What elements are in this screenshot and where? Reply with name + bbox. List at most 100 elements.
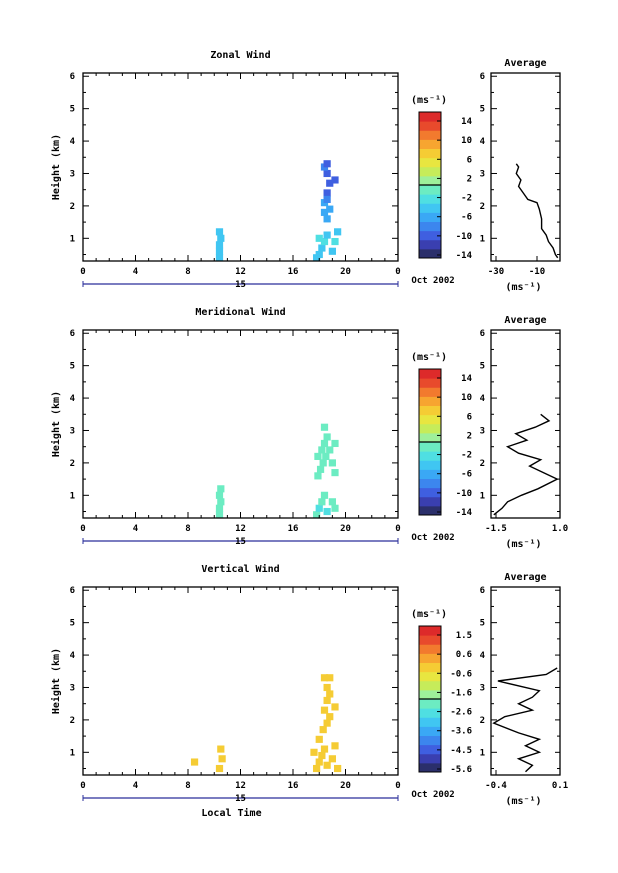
average-frame xyxy=(490,329,561,519)
heatmap-cell xyxy=(313,511,321,519)
colorbar-swatch xyxy=(419,505,441,516)
colorbar-swatch xyxy=(419,175,441,186)
average-unit-label: (ms⁻¹) xyxy=(505,539,541,550)
heatmap-cell xyxy=(320,237,329,246)
colorbar-swatch xyxy=(419,221,441,232)
heatmap-cell xyxy=(331,703,339,711)
average-y-tick-label: 3 xyxy=(480,683,485,693)
heatmap-cell xyxy=(315,250,323,259)
heatmap-cell xyxy=(318,446,326,454)
heatmap-cell xyxy=(326,446,334,454)
average-y-tick-label: 5 xyxy=(480,105,485,115)
average-x-tick-label: -30 xyxy=(488,267,504,277)
x-tick-label: 4 xyxy=(133,781,139,791)
average-y-tick-label: 4 xyxy=(480,137,486,147)
colorbar-swatch xyxy=(419,212,441,222)
heatmap-cell xyxy=(320,423,329,431)
colorbar-swatch xyxy=(419,378,441,388)
x-tick-label: 20 xyxy=(340,267,351,277)
colorbar-swatch xyxy=(419,423,441,434)
heatmap-cell xyxy=(323,160,331,168)
colorbar-swatch xyxy=(419,130,441,140)
colorbar-tick-label: -10 xyxy=(456,489,472,499)
x-tick-label: 4 xyxy=(133,524,139,534)
heatmap-cell xyxy=(190,758,199,766)
heatmap-cell xyxy=(217,234,225,242)
colorbar-swatch xyxy=(419,762,441,773)
colorbar-swatch xyxy=(419,405,441,416)
plot-frame xyxy=(82,72,399,262)
heatmap-cell xyxy=(334,764,342,773)
heatmap-cell xyxy=(315,504,323,512)
heatmap-cell xyxy=(315,735,323,743)
colorbar-swatch xyxy=(419,194,441,204)
x-tick-label: 0 xyxy=(80,267,85,277)
heatmap-cell xyxy=(323,507,331,516)
colorbar-swatch xyxy=(419,735,441,746)
average-title: Average xyxy=(504,58,546,69)
colorbar-swatch xyxy=(419,369,441,379)
heatmap-cell xyxy=(320,674,329,682)
heatmap-cell xyxy=(326,205,334,213)
y-tick-label: 5 xyxy=(70,362,75,372)
colorbar-swatch xyxy=(419,708,441,718)
colorbar-tick-label: -0.6 xyxy=(450,669,472,679)
average-y-tick-label: 1 xyxy=(480,234,485,244)
colorbar-tick-label: 2 xyxy=(467,431,472,441)
heatmap-cell xyxy=(316,465,325,473)
heatmap-cell xyxy=(334,228,342,236)
y-tick-label: 3 xyxy=(70,683,75,693)
colorbar-tick-label: 1.5 xyxy=(456,631,472,641)
y-tick-label: 3 xyxy=(70,169,75,179)
colorbar-tick-label: -2.6 xyxy=(450,708,472,718)
colorbar-swatch xyxy=(419,662,441,673)
colorbar-tick-label: -3.6 xyxy=(450,727,472,737)
x-tick-label: 8 xyxy=(185,524,190,534)
colorbar-swatch xyxy=(419,414,441,425)
colorbar-swatch xyxy=(419,699,441,709)
average-y-tick-label: 3 xyxy=(480,169,485,179)
date-month-label: Oct 2002 xyxy=(411,790,454,800)
average-y-tick-label: 1 xyxy=(480,491,485,501)
heatmap-cell xyxy=(323,696,331,705)
y-tick-label: 4 xyxy=(70,651,76,661)
heatmap-cell xyxy=(331,469,339,477)
heatmap-cell xyxy=(318,751,326,760)
heatmap-cell xyxy=(322,452,330,460)
heatmap-cell xyxy=(328,498,336,506)
date-month-label: Oct 2002 xyxy=(411,276,454,286)
y-tick-label: 5 xyxy=(70,619,75,629)
heatmap-cell xyxy=(315,234,323,242)
panel-title: Meridional Wind xyxy=(195,306,285,318)
y-tick-label: 1 xyxy=(70,234,75,244)
date-day-label: 15 xyxy=(235,794,246,804)
y-tick-label: 4 xyxy=(70,137,76,147)
x-tick-label: 0 xyxy=(395,524,400,534)
heatmap-cell xyxy=(323,683,331,692)
y-tick-label: 4 xyxy=(70,394,76,404)
average-profile-line xyxy=(515,163,559,259)
heatmap-cell xyxy=(331,176,339,184)
heatmap-cell xyxy=(215,228,224,236)
colorbar-swatch xyxy=(419,644,441,654)
average-unit-label: (ms⁻¹) xyxy=(505,796,541,807)
colorbar-swatch xyxy=(419,166,441,177)
heatmap-cell xyxy=(326,690,334,698)
heatmap-cell xyxy=(215,247,224,255)
colorbar-swatch xyxy=(419,753,441,764)
heatmap-cell xyxy=(215,491,224,499)
average-y-tick-label: 2 xyxy=(480,716,485,726)
colorbar-unit: (ms⁻¹) xyxy=(411,609,447,620)
heatmap-cell xyxy=(331,504,339,512)
heatmap-cell xyxy=(310,748,318,756)
average-frame xyxy=(490,72,561,262)
heatmap-cell xyxy=(218,755,226,763)
colorbar-tick-label: -6 xyxy=(461,470,472,480)
colorbar-swatch xyxy=(419,680,441,691)
heatmap-cell xyxy=(328,459,336,467)
x-tick-label: 12 xyxy=(235,267,246,277)
average-x-tick-label: -10 xyxy=(529,267,545,277)
y-tick-label: 6 xyxy=(70,329,75,339)
heatmap-cell xyxy=(320,491,329,499)
average-y-tick-label: 6 xyxy=(480,586,485,596)
